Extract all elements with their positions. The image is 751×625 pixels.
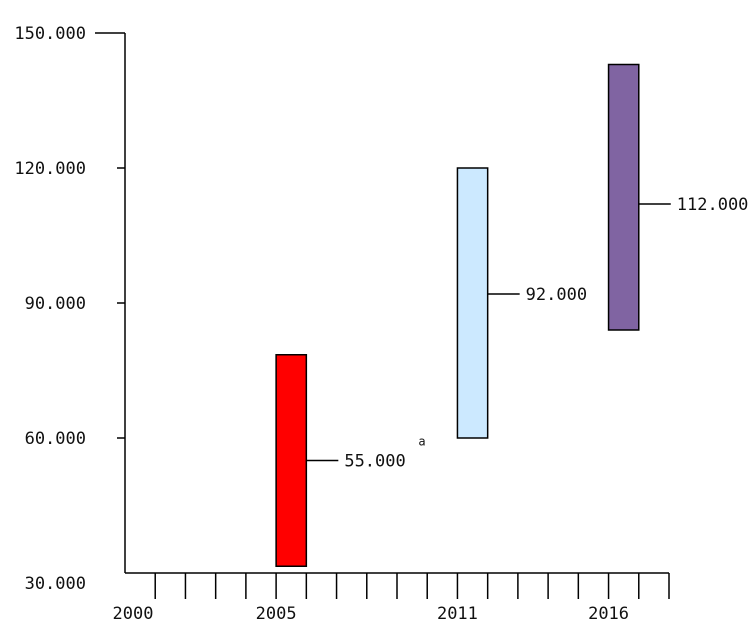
- value-label-2005: 55.000: [344, 452, 405, 472]
- y-tick-label: 150.000: [14, 24, 86, 44]
- value-label-2016: 112.000: [677, 195, 749, 215]
- value-label-2011: 92.000: [526, 285, 587, 305]
- y-tick-label: 60.000: [25, 429, 86, 449]
- x-tick-label: 2016: [588, 604, 629, 624]
- x-tick-label: 2011: [437, 604, 478, 624]
- x-tick-label: 2000: [113, 604, 154, 624]
- y-tick-label: 120.000: [14, 159, 86, 179]
- range-bar-2016: [607, 63, 640, 331]
- footnote-marker: a: [418, 435, 425, 449]
- range-bar-2011: [456, 167, 489, 439]
- range-bar-2005: [275, 354, 308, 567]
- x-tick-label: 2005: [256, 604, 297, 624]
- y-tick-label: 90.000: [25, 294, 86, 314]
- y-tick-label: 30.000: [25, 574, 86, 594]
